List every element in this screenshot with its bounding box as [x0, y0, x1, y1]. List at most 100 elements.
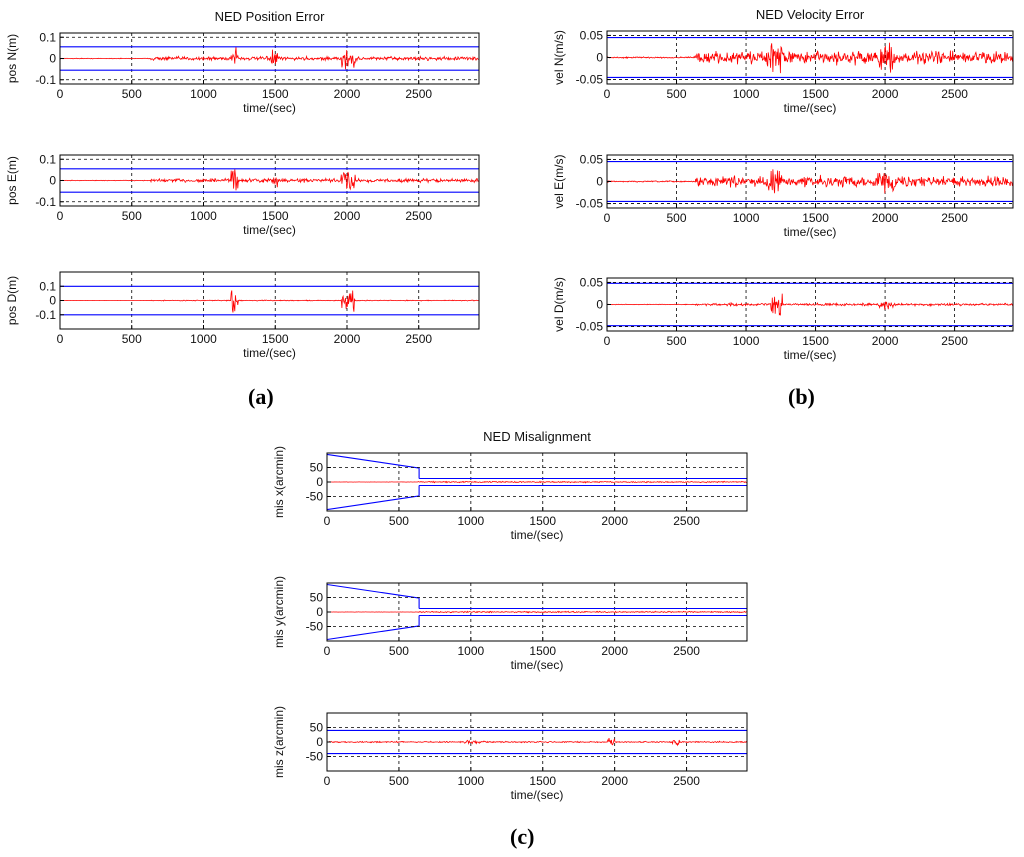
series-bound-x-upper [327, 453, 747, 480]
y-tick-label: 0 [316, 605, 323, 619]
y-tick-label: 0 [49, 174, 56, 188]
x-tick-label: 1500 [529, 774, 556, 788]
x-tick-label: 500 [667, 87, 687, 101]
y-tick-label: -0.1 [35, 308, 56, 322]
x-tick-label: 1000 [190, 209, 217, 223]
x-tick-label: 0 [324, 514, 331, 528]
x-tick-label: 0 [57, 209, 64, 223]
x-tick-label: 1000 [457, 514, 484, 528]
x-tick-label: 2500 [673, 774, 700, 788]
series-group [327, 453, 747, 511]
x-tick-label: 1500 [802, 87, 829, 101]
panel-label-c: (c) [510, 824, 535, 849]
y-tick-label: -50 [306, 490, 324, 504]
x-tick-label: 500 [122, 87, 142, 101]
y-axis-label: pos N(m) [5, 34, 19, 83]
y-tick-label: -50 [306, 620, 324, 634]
x-axis-label: time/(sec) [511, 528, 564, 542]
series-group [607, 282, 1013, 327]
chart-b-2: 0 500 1000 1500 2000 2500-0.0500.05time/(sec)… [552, 152, 1014, 239]
x-tick-label: 1500 [262, 209, 289, 223]
chart-c-1: 0 500 1000 1500 2000 2500-50050time/(sec)mis … [272, 429, 748, 542]
series-group [607, 37, 1013, 78]
x-tick-label: 1000 [733, 211, 760, 225]
x-tick-label: 500 [122, 209, 142, 223]
y-tick-label: 50 [310, 591, 324, 605]
y-tick-label: 0 [49, 52, 56, 66]
chart-b-1: 0 500 1000 1500 2000 2500-0.0500.05time/(sec)… [552, 7, 1014, 115]
x-tick-label: 2500 [405, 209, 432, 223]
x-tick-label: 2000 [334, 332, 361, 346]
chart-a-3: 0 500 1000 1500 2000 2500-0.100.1time/(sec)po… [5, 271, 480, 360]
x-axis-label: time/(sec) [243, 223, 296, 237]
x-tick-label: 0 [324, 774, 331, 788]
y-tick-label: -0.05 [576, 320, 604, 334]
x-tick-label: 1500 [262, 87, 289, 101]
x-tick-label: 2500 [941, 334, 968, 348]
x-tick-label: 500 [667, 334, 687, 348]
x-tick-label: 500 [389, 514, 409, 528]
series-bound-y-lower [327, 614, 747, 641]
y-tick-label: -0.05 [576, 197, 604, 211]
series-position-error-D [60, 290, 479, 313]
y-axis-label: mis x(arcmin) [272, 446, 286, 518]
x-tick-label: 2000 [334, 87, 361, 101]
x-axis-label: time/(sec) [784, 225, 837, 239]
y-tick-label: 0.1 [39, 152, 56, 166]
y-tick-label: 0 [596, 298, 603, 312]
series-group [607, 161, 1013, 202]
x-tick-label: 500 [389, 644, 409, 658]
y-tick-label: -50 [306, 750, 324, 764]
series-bound-y-upper [327, 583, 747, 610]
x-tick-label: 1000 [190, 87, 217, 101]
y-tick-label: 50 [310, 721, 324, 735]
x-tick-label: 1500 [262, 332, 289, 346]
x-tick-label: 1000 [733, 334, 760, 348]
x-tick-label: 2000 [872, 87, 899, 101]
x-tick-label: 2000 [334, 209, 361, 223]
series-velocity-error-D [607, 293, 1013, 316]
x-tick-label: 500 [389, 774, 409, 788]
x-tick-label: 0 [57, 332, 64, 346]
x-tick-label: 1500 [529, 644, 556, 658]
x-tick-label: 2500 [405, 87, 432, 101]
y-tick-label: 0 [49, 294, 56, 308]
x-tick-label: 2000 [601, 774, 628, 788]
x-tick-label: 1000 [457, 774, 484, 788]
y-tick-label: -0.05 [576, 73, 604, 87]
series-misalignment-x [327, 480, 747, 484]
chart-title: NED Position Error [215, 9, 325, 24]
x-axis-label: time/(sec) [243, 346, 296, 360]
x-tick-label: 1500 [529, 514, 556, 528]
y-tick-label: 0.05 [580, 152, 604, 166]
chart-c-3: 0 500 1000 1500 2000 2500-50050time/(sec)mis … [272, 706, 748, 802]
x-tick-label: 0 [604, 87, 611, 101]
y-tick-label: 0 [316, 475, 323, 489]
x-tick-label: 0 [604, 334, 611, 348]
x-tick-label: 2500 [405, 332, 432, 346]
x-tick-label: 2500 [673, 644, 700, 658]
panel-label-b: (b) [788, 384, 815, 409]
x-tick-label: 1000 [190, 332, 217, 346]
x-tick-label: 0 [57, 87, 64, 101]
y-tick-label: 0.1 [39, 279, 56, 293]
series-misalignment-z [327, 738, 747, 747]
y-tick-label: 0 [316, 735, 323, 749]
x-tick-label: 500 [667, 211, 687, 225]
chart-a-2: 0 500 1000 1500 2000 2500-0.100.1time/(sec)po… [5, 152, 480, 237]
series-misalignment-y [327, 610, 747, 614]
x-tick-label: 1000 [457, 644, 484, 658]
x-tick-label: 0 [324, 644, 331, 658]
chart-b-3: 0 500 1000 1500 2000 2500-0.0500.05time/(sec)… [552, 275, 1014, 362]
series-velocity-error-N [607, 42, 1013, 74]
x-tick-label: 2500 [673, 514, 700, 528]
x-tick-label: 2000 [601, 644, 628, 658]
x-tick-label: 1000 [733, 87, 760, 101]
y-tick-label: -0.1 [35, 73, 56, 87]
y-tick-label: -0.1 [35, 195, 56, 209]
chart-title: NED Velocity Error [756, 7, 865, 22]
x-tick-label: 0 [604, 211, 611, 225]
x-axis-label: time/(sec) [243, 101, 296, 115]
series-group [327, 729, 747, 755]
